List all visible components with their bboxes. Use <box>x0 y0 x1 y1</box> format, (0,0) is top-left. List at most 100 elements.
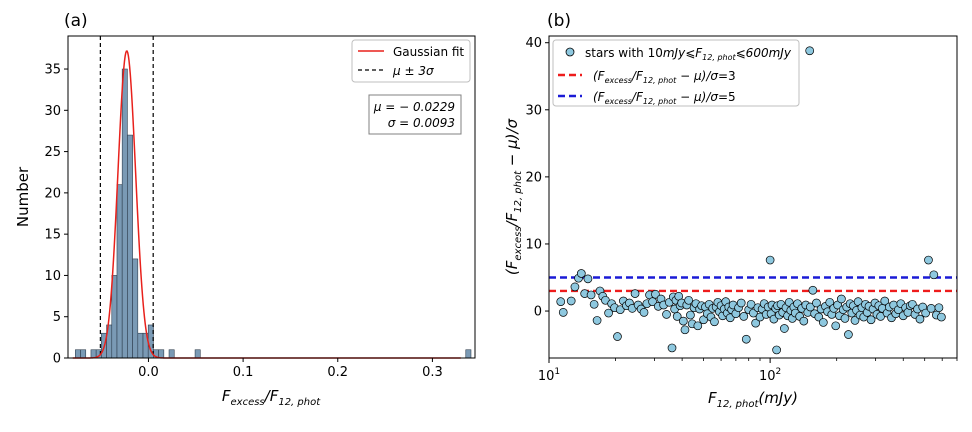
y-tick-label: 10 <box>44 269 61 284</box>
scatter-point <box>693 321 703 331</box>
panel-b-y-ticks: 0 10 20 30 40 <box>525 36 549 320</box>
y-tick-label: 40 <box>525 36 542 51</box>
scatter-point <box>921 308 930 318</box>
scatter-point <box>929 270 939 280</box>
x-tick-label: 102 <box>759 367 781 384</box>
histogram-bar <box>158 349 165 359</box>
panel-a-legend: Gaussian fit μ ± 3σ <box>351 39 471 83</box>
y-tick-label: 0 <box>53 352 61 367</box>
scatter-point <box>808 285 818 295</box>
scatter-point <box>780 324 789 333</box>
histogram-bars <box>75 68 472 359</box>
scatter-point <box>937 312 946 322</box>
scatter-point <box>736 298 746 308</box>
x-tick-label: 0.0 <box>138 365 159 380</box>
scatter-point <box>615 305 625 315</box>
histogram-bar <box>132 258 139 359</box>
scatter-point <box>812 298 821 308</box>
panel-b: (b) 101 102 0 10 20 30 40 (Fexcess/F12, phot … <box>503 11 958 410</box>
scatter-point <box>648 297 657 306</box>
y-tick-label: 25 <box>44 145 61 160</box>
x-tick-label: 0.2 <box>327 365 348 380</box>
scatter-point <box>583 274 593 284</box>
panel-a: (a) 0.0 0.1 0.2 0.3 0 5 10 15 20 25 30 35 Number F… <box>14 11 476 408</box>
scatter-point <box>866 315 876 325</box>
panel-b-legend: stars with 10mJy⩽F12, phot⩽600mJy (Fexce… <box>552 39 800 107</box>
scatter-point <box>741 334 751 344</box>
scatter-point <box>710 317 719 327</box>
scatter-point <box>825 297 835 307</box>
scatter-point <box>570 282 580 292</box>
y-tick-label: 10 <box>525 237 542 252</box>
histogram-bar <box>137 332 144 359</box>
scatter-point <box>592 316 602 325</box>
scatter-point <box>765 255 775 265</box>
scatter-point <box>556 297 566 306</box>
scatter-point <box>662 310 671 319</box>
legend-sigma-label: μ ± 3σ <box>392 64 434 78</box>
histogram-bar <box>75 349 81 359</box>
scatter-point <box>589 299 599 309</box>
scatter-point <box>926 304 936 313</box>
y-tick-label: 35 <box>44 63 61 78</box>
scatter-point <box>840 314 850 323</box>
scatter-point <box>586 290 596 300</box>
scatter-point <box>915 314 925 324</box>
legend-fit-label: Gaussian fit <box>393 45 464 59</box>
scatter-points <box>556 46 946 355</box>
panel-b-xlabel: F12, phot(mJy) <box>708 389 798 410</box>
panel-b-axes-frame <box>548 35 958 359</box>
histogram-bar <box>111 275 118 359</box>
scatter-point <box>672 312 682 321</box>
y-tick-label: 20 <box>44 186 61 201</box>
x-tick-label: 0.1 <box>233 365 254 380</box>
scatter-point <box>751 318 760 328</box>
scatter-point <box>831 321 841 331</box>
histogram-bar <box>116 184 123 359</box>
scatter-point <box>686 310 695 320</box>
histogram-bar <box>194 349 201 359</box>
scatter-point <box>934 303 944 313</box>
scatter-point <box>818 318 828 327</box>
scatter-point <box>805 302 815 312</box>
y-tick-label: 15 <box>44 228 61 243</box>
scatter-point <box>680 325 690 335</box>
histogram-bar <box>121 68 128 359</box>
y-tick-label: 30 <box>44 104 61 119</box>
panel-a-x-ticks: 0.0 0.1 0.2 0.3 <box>138 358 443 380</box>
scatter-point <box>850 316 860 325</box>
histogram-bar <box>465 349 472 359</box>
y-tick-label: 30 <box>525 103 542 118</box>
scatter-point <box>844 330 853 339</box>
scatter-point <box>739 312 749 321</box>
histogram-bar <box>80 349 87 359</box>
scatter-point <box>566 296 576 306</box>
panel-a-letter: (a) <box>64 11 88 31</box>
scatter-point <box>684 295 693 305</box>
panel-a-ylabel: Number <box>14 166 32 227</box>
scatter-point <box>837 294 846 304</box>
x-tick-label: 0.3 <box>422 365 443 380</box>
panel-a-stats-box: μ = − 0.0229 σ = 0.0093 <box>368 94 462 135</box>
stats-mu: μ = − 0.0229 <box>373 100 455 114</box>
y-tick-label: 20 <box>525 170 542 185</box>
scatter-point <box>799 316 809 326</box>
panel-b-x-ticks: 101 102 <box>538 358 958 384</box>
scatter-point <box>667 343 677 353</box>
histogram-bar <box>168 349 175 359</box>
y-tick-label: 0 <box>534 305 542 320</box>
scatter-point <box>924 255 933 265</box>
scatter-point <box>772 345 781 355</box>
legend-stars-marker <box>565 47 575 57</box>
panel-a-axes-frame <box>67 35 476 359</box>
stats-sigma: σ = 0.0093 <box>388 116 455 130</box>
panel-b-letter: (b) <box>547 11 571 31</box>
scatter-point <box>613 332 622 341</box>
legend-stars-label: stars with 10mJy⩽F12, phot⩽600mJy <box>585 46 792 62</box>
scatter-point <box>746 299 756 309</box>
scatter-point <box>880 296 890 306</box>
y-tick-label: 5 <box>53 310 61 325</box>
x-tick-label: 101 <box>538 367 560 384</box>
scatter-point <box>805 46 815 56</box>
